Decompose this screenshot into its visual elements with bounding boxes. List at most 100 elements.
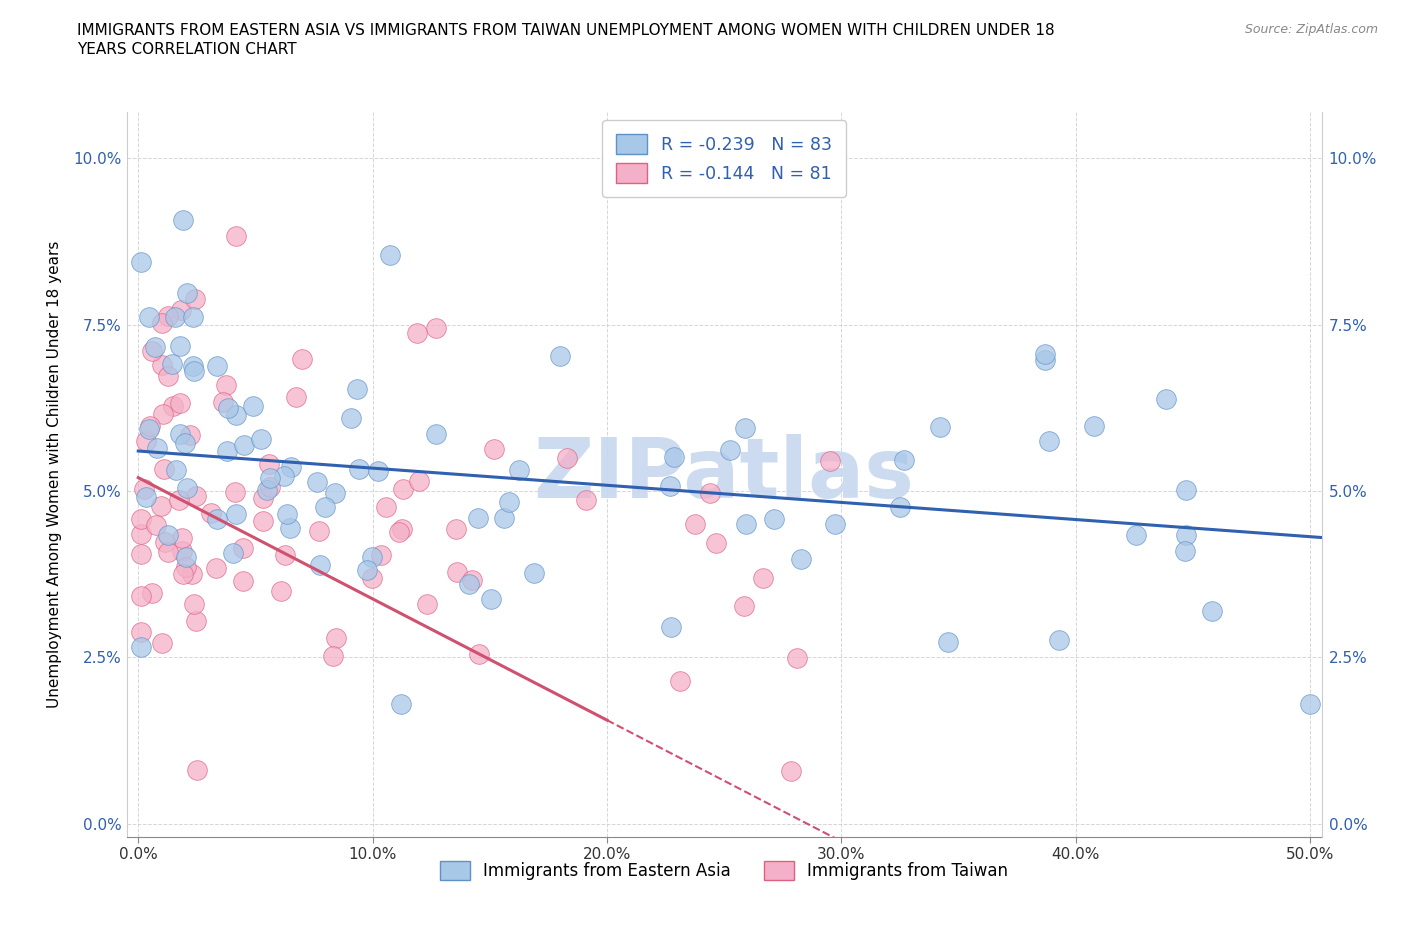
Point	[172, 566, 194, 581]
Point	[349, 461, 371, 476]
Point	[157, 309, 180, 324]
Point	[150, 315, 173, 330]
Point	[662, 450, 685, 465]
Point	[225, 407, 247, 422]
Point	[250, 432, 273, 446]
Point	[659, 479, 682, 494]
Point	[508, 462, 530, 477]
Text: ZIPatlas: ZIPatlas	[534, 433, 914, 515]
Point	[156, 368, 179, 383]
Point	[131, 255, 153, 270]
Point	[323, 485, 346, 500]
Point	[183, 364, 205, 379]
Point	[467, 511, 489, 525]
Point	[274, 548, 297, 563]
Point	[225, 229, 247, 244]
Point	[169, 339, 191, 354]
Point	[325, 631, 347, 645]
Point	[211, 394, 233, 409]
Point	[145, 518, 167, 533]
Point	[150, 357, 173, 372]
Point	[425, 427, 447, 442]
Point	[181, 566, 204, 581]
Point	[1033, 352, 1056, 367]
Point	[699, 485, 721, 500]
Point	[172, 213, 194, 228]
Point	[145, 441, 167, 456]
Point	[129, 624, 152, 639]
Point	[232, 540, 254, 555]
Point	[498, 495, 520, 510]
Point	[1175, 527, 1198, 542]
Point	[225, 506, 247, 521]
Point	[256, 483, 278, 498]
Point	[129, 547, 152, 562]
Legend: Immigrants from Eastern Asia, Immigrants from Taiwan: Immigrants from Eastern Asia, Immigrants…	[433, 854, 1015, 886]
Point	[1083, 418, 1105, 433]
Point	[468, 646, 491, 661]
Point	[217, 401, 239, 416]
Point	[205, 359, 228, 374]
Point	[129, 527, 152, 542]
Point	[391, 521, 413, 536]
Point	[205, 561, 228, 576]
Point	[176, 481, 198, 496]
Point	[184, 614, 207, 629]
Point	[153, 535, 176, 550]
Point	[141, 343, 163, 358]
Point	[408, 473, 430, 488]
Point	[200, 506, 222, 521]
Point	[215, 378, 238, 392]
Point	[669, 674, 692, 689]
Point	[1047, 632, 1070, 647]
Point	[183, 292, 205, 307]
Point	[174, 550, 197, 565]
Point	[388, 525, 411, 539]
Point	[138, 418, 160, 433]
Point	[134, 482, 156, 497]
Point	[150, 635, 173, 650]
Point	[135, 490, 157, 505]
Point	[170, 302, 193, 317]
Point	[170, 530, 193, 545]
Point	[523, 566, 546, 581]
Point	[752, 570, 775, 585]
Point	[183, 596, 205, 611]
Point	[704, 536, 727, 551]
Point	[141, 585, 163, 600]
Point	[308, 524, 330, 538]
Point	[252, 513, 274, 528]
Text: Source: ZipAtlas.com: Source: ZipAtlas.com	[1244, 23, 1378, 36]
Point	[1154, 392, 1177, 406]
Point	[820, 454, 842, 469]
Point	[659, 619, 682, 634]
Point	[174, 560, 197, 575]
Point	[278, 521, 301, 536]
Point	[242, 399, 264, 414]
Point	[375, 499, 398, 514]
Point	[215, 444, 238, 458]
Point	[391, 482, 413, 497]
Point	[1125, 527, 1147, 542]
Point	[735, 516, 758, 531]
Point	[162, 356, 184, 371]
Point	[415, 597, 437, 612]
Point	[163, 310, 186, 325]
Point	[186, 763, 208, 777]
Point	[152, 406, 174, 421]
Point	[252, 490, 274, 505]
Point	[232, 574, 254, 589]
Point	[162, 399, 184, 414]
Point	[222, 546, 245, 561]
Point	[889, 499, 911, 514]
Point	[356, 563, 378, 578]
Point	[156, 527, 179, 542]
Point	[170, 544, 193, 559]
Point	[135, 433, 157, 448]
Point	[346, 381, 368, 396]
Point	[129, 589, 152, 604]
Point	[361, 570, 384, 585]
Point	[1299, 697, 1322, 711]
Point	[1201, 604, 1223, 618]
Point	[444, 522, 467, 537]
